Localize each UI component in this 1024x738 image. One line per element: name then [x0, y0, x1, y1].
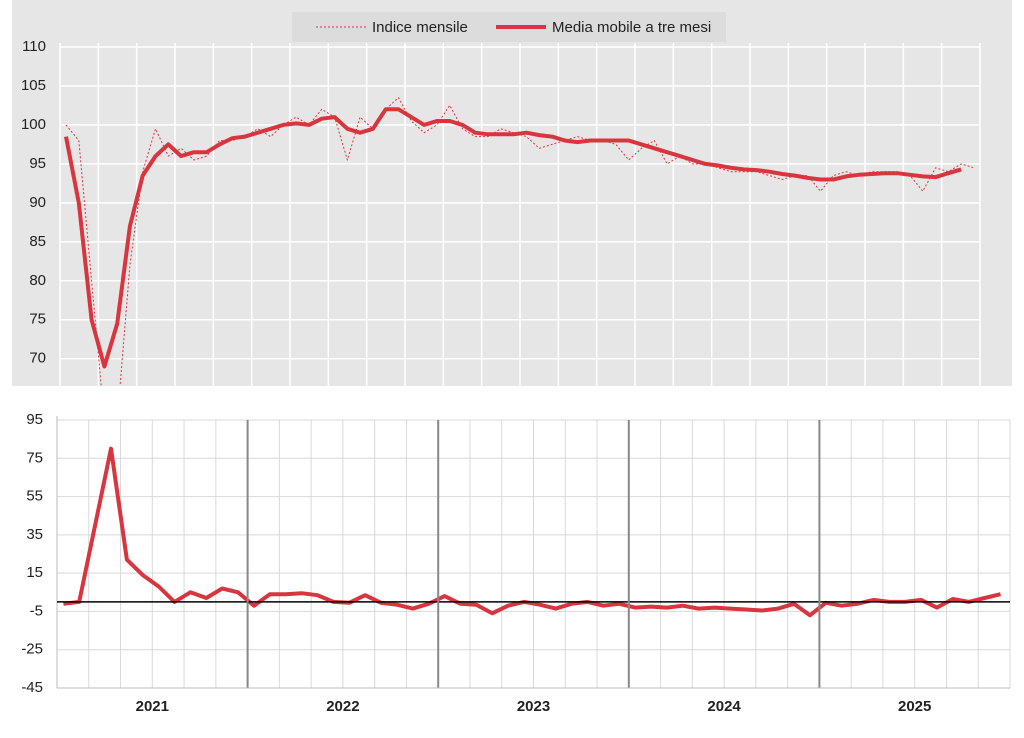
y-tick-label: 100 [21, 116, 46, 133]
plot-area [63, 446, 1001, 618]
x-tick-label: 2023 [517, 698, 550, 715]
x-tick-label: 2025 [898, 698, 931, 715]
y-tick-label: 35 [26, 526, 43, 543]
legend-label: Indice mensile [372, 19, 468, 36]
y-tick-label: -45 [21, 679, 43, 696]
y-tick-label: 85 [29, 233, 46, 250]
y-tick-label: 15 [26, 564, 43, 581]
plot-background [12, 0, 1012, 386]
x-tick-label: 2024 [707, 698, 741, 715]
y-tick-label: -5 [30, 602, 43, 619]
line [64, 107, 962, 369]
y-tick-label: 55 [26, 488, 43, 505]
y-tick-label: 80 [29, 272, 46, 289]
y-tick-label: 105 [21, 77, 46, 94]
y-tick-label: 110 [22, 38, 46, 55]
y-tick-label: 75 [29, 311, 46, 328]
x-tick-label: 2021 [136, 698, 169, 715]
y-tick-label: 75 [26, 449, 43, 466]
y-tick-label: 90 [29, 194, 46, 211]
y-tick-label: -25 [21, 641, 43, 658]
y-tick-label: 95 [26, 411, 43, 428]
line [63, 446, 1001, 618]
y-tick-label: 70 [29, 350, 46, 367]
y-tick-label: 95 [29, 155, 46, 172]
x-tick-label: 2022 [326, 698, 359, 715]
plot-area [64, 97, 975, 386]
legend-label: Media mobile a tre mesi [552, 19, 711, 36]
